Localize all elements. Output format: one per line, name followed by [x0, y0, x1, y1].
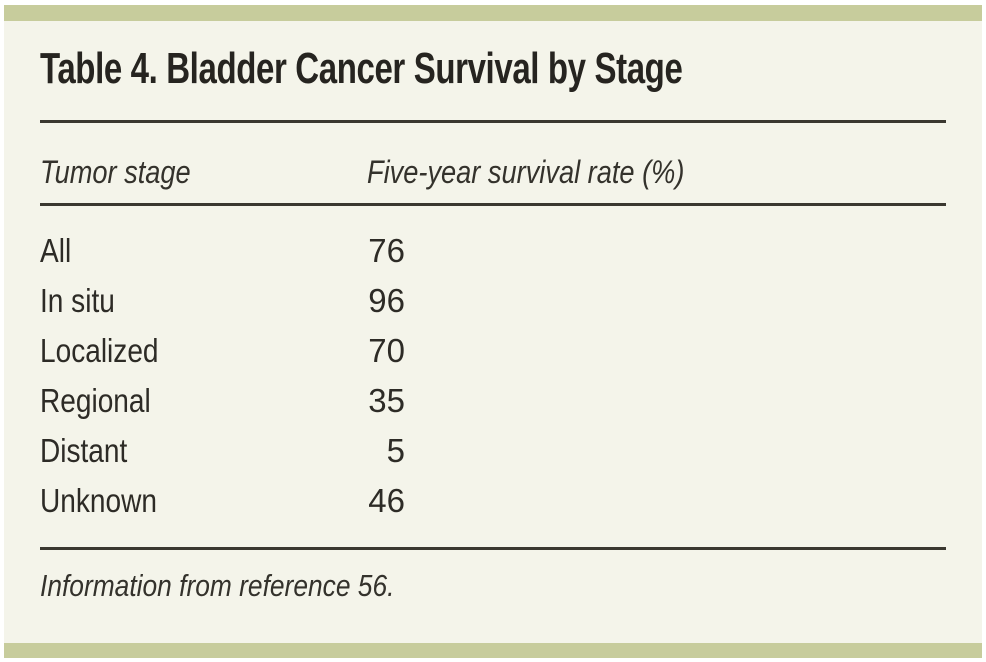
stage-cell: All — [40, 226, 367, 276]
stage-cell: Regional — [40, 376, 367, 426]
table-panel: Table 4. Bladder Cancer Survival by Stag… — [4, 21, 982, 643]
rate-cell: 70 — [368, 332, 405, 369]
stage-cell: Distant — [40, 426, 367, 476]
table-row: All 76 — [40, 226, 946, 276]
stage-cell-text: Distant — [40, 432, 128, 469]
table-header-row: Tumor stage Five-year survival rate (%) — [40, 156, 946, 188]
stage-cell: In situ — [40, 276, 367, 326]
column-header-tumor-stage-text: Tumor stage — [40, 154, 191, 190]
stage-cell: Unknown — [40, 476, 367, 526]
bottom-accent-bar — [4, 643, 982, 658]
stage-cell-text: In situ — [40, 282, 115, 319]
stage-cell-text: Regional — [40, 382, 151, 419]
stage-cell-text: All — [40, 232, 72, 269]
stage-cell-text: Unknown — [40, 482, 157, 519]
rate-cell: 96 — [368, 282, 405, 319]
table-title: Table 4. Bladder Cancer Survival by Stag… — [40, 21, 946, 91]
column-header-tumor-stage: Tumor stage — [40, 156, 367, 188]
table-row: Distant 5 — [40, 426, 946, 476]
column-header-survival-rate: Five-year survival rate (%) — [367, 156, 946, 188]
rule-under-header — [40, 203, 946, 206]
table-footnote-text: Information from reference 56. — [40, 568, 395, 603]
stage-cell-text: Localized — [40, 332, 159, 369]
rate-cell: 46 — [368, 482, 405, 519]
rule-above-footnote — [40, 547, 946, 550]
top-accent-bar — [4, 5, 982, 21]
rate-cell: 5 — [386, 432, 405, 469]
table-footnote: Information from reference 56. — [40, 570, 946, 601]
table-row: Localized 70 — [40, 326, 946, 376]
table-body: All 76 In situ 96 Localized 70 Regional … — [40, 226, 946, 526]
table-title-text: Table 4. Bladder Cancer Survival by Stag… — [40, 44, 683, 93]
rate-cell: 35 — [368, 382, 405, 419]
column-header-survival-rate-text: Five-year survival rate (%) — [367, 154, 685, 190]
rule-under-title — [40, 120, 946, 123]
table-row: Unknown 46 — [40, 476, 946, 526]
table-row: In situ 96 — [40, 276, 946, 326]
rate-cell: 76 — [368, 232, 405, 269]
stage-cell: Localized — [40, 326, 367, 376]
table-row: Regional 35 — [40, 376, 946, 426]
